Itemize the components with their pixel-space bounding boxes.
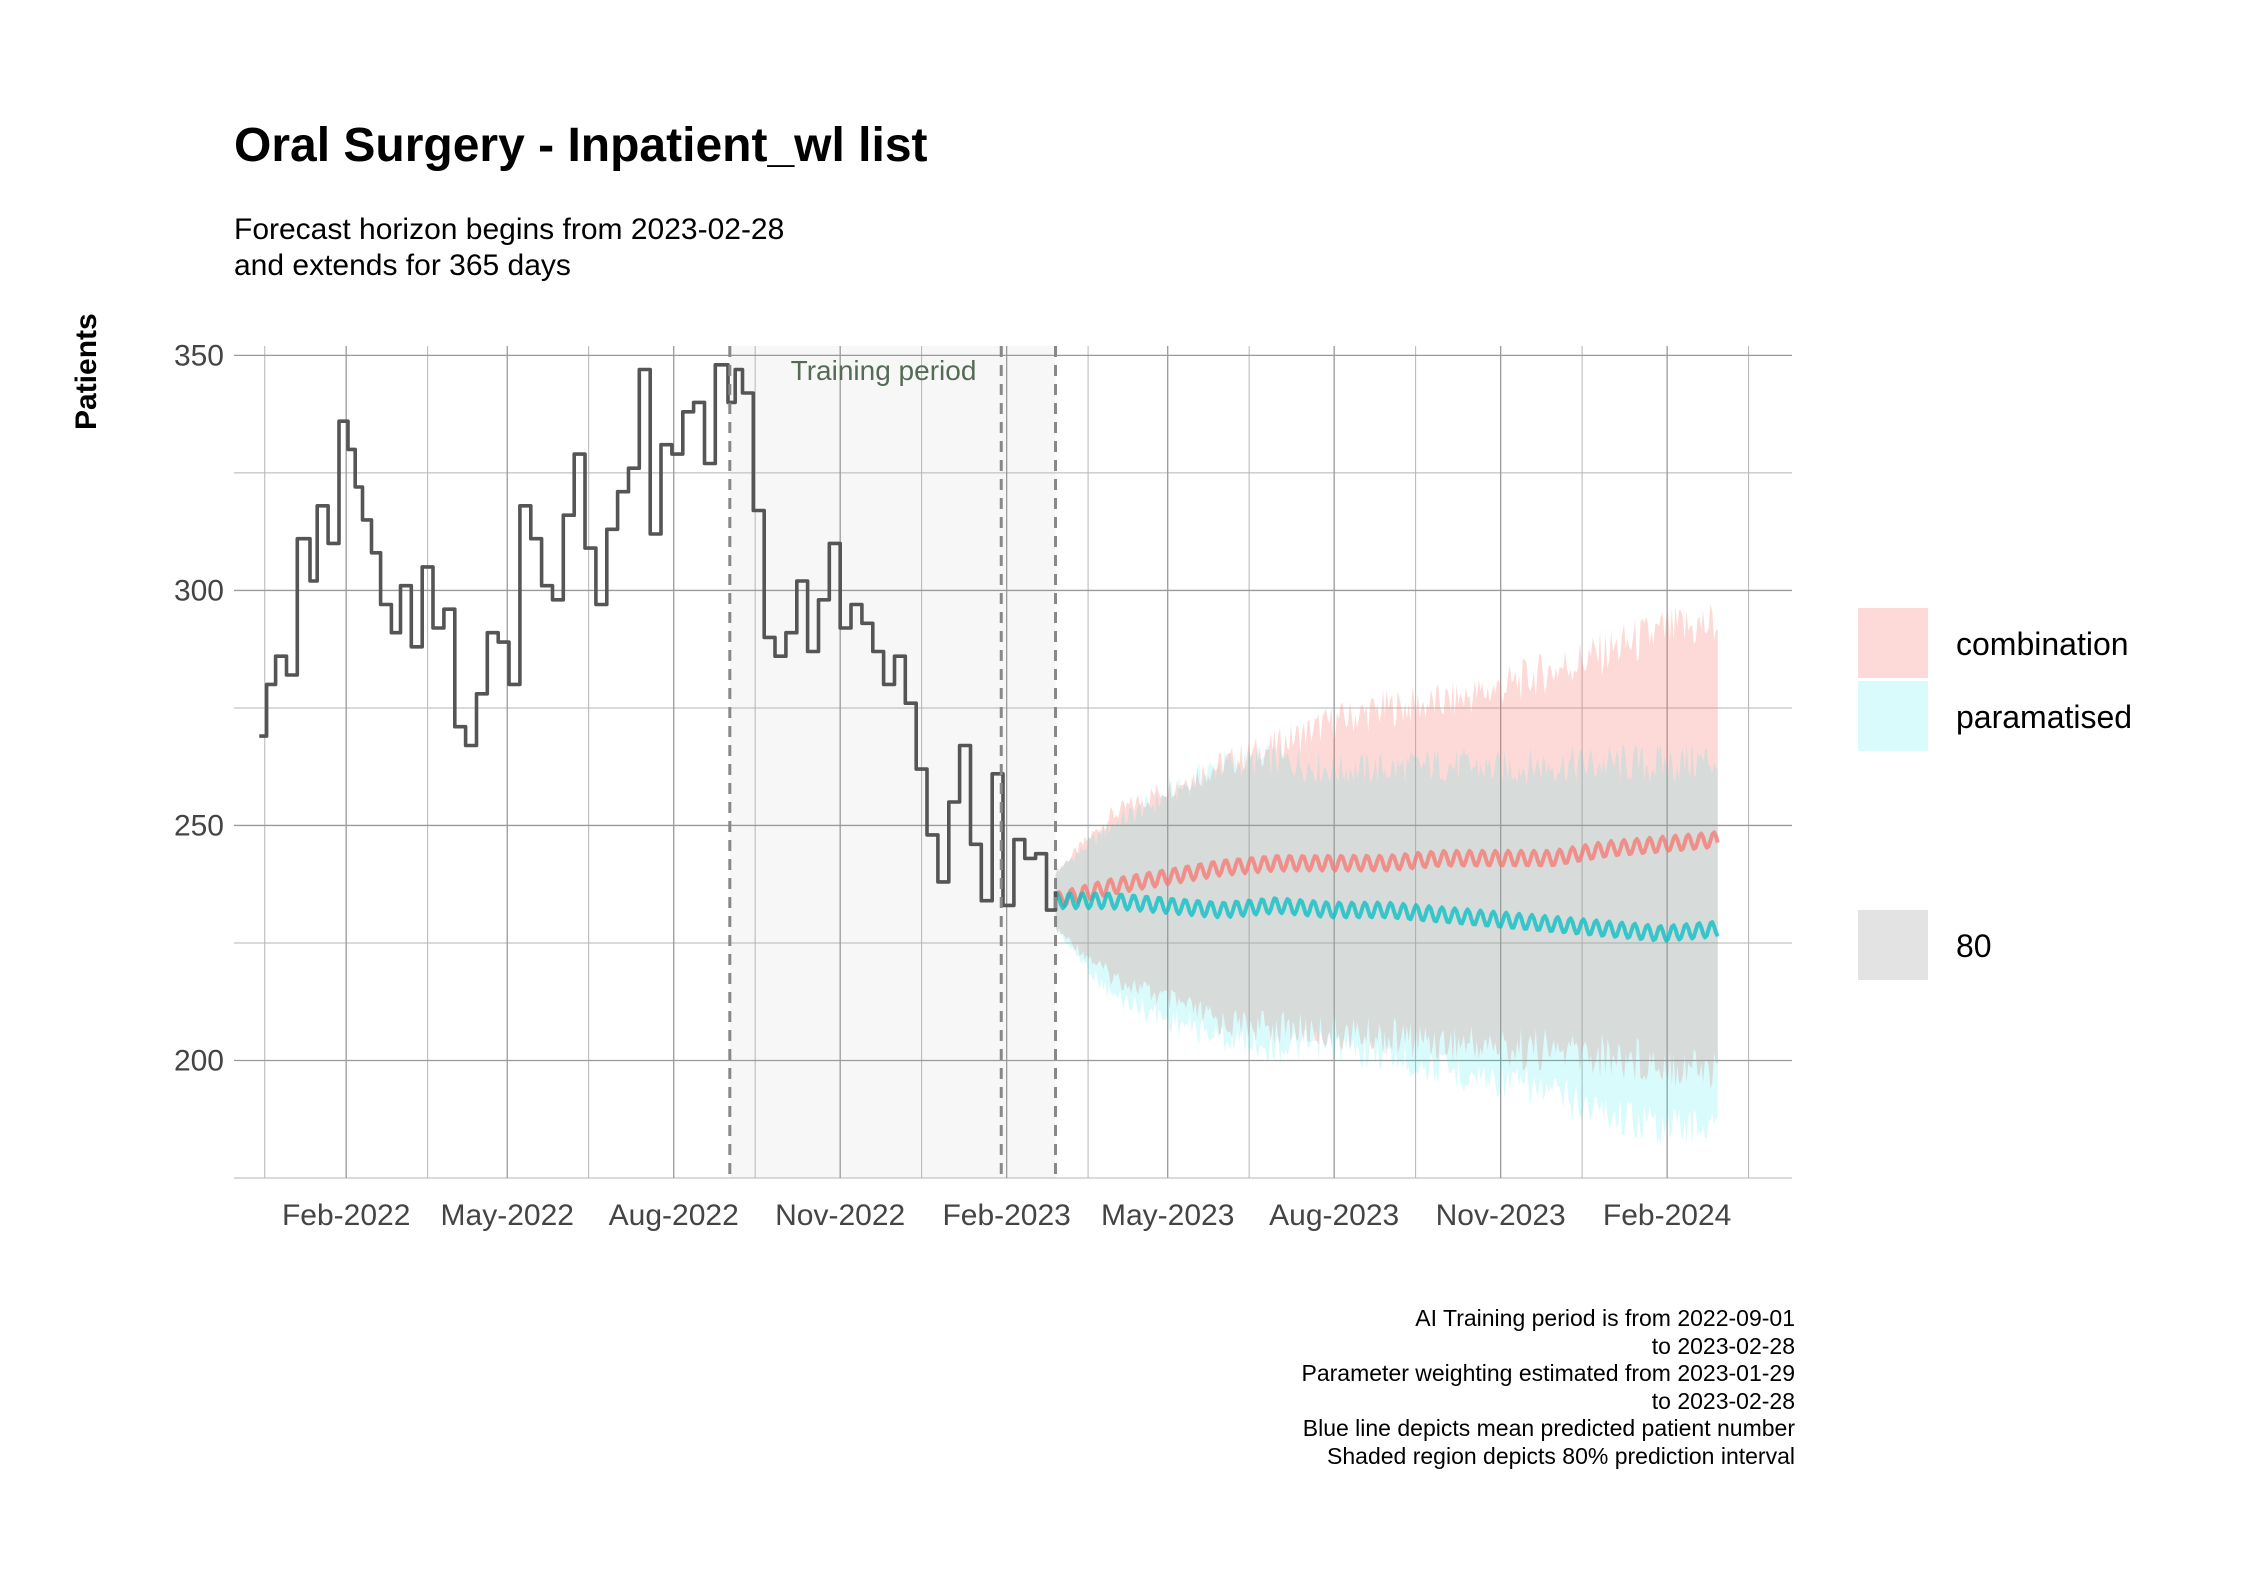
- legend-label: paramatised: [1956, 699, 2133, 735]
- legend-item-combination: combination: [1858, 608, 2258, 678]
- training-period-label: Training period: [791, 355, 977, 386]
- x-tick-label: Feb-2023: [942, 1199, 1070, 1232]
- y-tick-label: 200: [174, 1044, 224, 1077]
- caption-line: to 2023-02-28: [1651, 1387, 1795, 1414]
- chart-title: Oral Surgery - Inpatient_wl list: [234, 119, 928, 172]
- line-paramatised: [1054, 891, 1720, 943]
- prediction-intervals: [1055, 604, 1718, 1148]
- x-tick-label: Feb-2022: [282, 1199, 410, 1232]
- band-paramatised: [1055, 740, 1718, 1148]
- y-tick-label: 300: [174, 574, 224, 607]
- training-markers: [728, 346, 1058, 1178]
- legend-item-interval: 80: [1858, 910, 2258, 980]
- caption-line: to 2023-02-28: [1651, 1332, 1795, 1359]
- y-axis-label: Patients: [70, 313, 103, 430]
- legend-key-interval: [1858, 910, 1928, 980]
- y-tick-label: 250: [174, 809, 224, 842]
- band-combination: [1055, 604, 1718, 1090]
- series-lines: [259, 363, 1720, 943]
- minor-gridlines: [234, 346, 1792, 1179]
- caption-line: Parameter weighting estimated from 2023-…: [1301, 1360, 1795, 1386]
- caption-line: AI Training period is from 2022-09-01: [1415, 1305, 1795, 1331]
- caption-line: Shaded region depicts 80% prediction int…: [1327, 1442, 1795, 1469]
- subtitle-line: Forecast horizon begins from 2023-02-28: [234, 213, 785, 246]
- legend-label: combination: [1956, 626, 2129, 662]
- major-gridlines: [234, 346, 1792, 1178]
- x-tick-label: Feb-2024: [1603, 1199, 1731, 1232]
- x-tick-label: Nov-2022: [775, 1199, 905, 1232]
- legend-key-paramatised: [1858, 681, 1928, 751]
- x-tick-label: May-2023: [1101, 1199, 1234, 1232]
- x-tick-labels: Feb-2022 May-2022 Aug-2022 Nov-2022 Feb-2023…: [282, 1199, 1731, 1232]
- x-tick-label: May-2022: [441, 1199, 574, 1232]
- x-tick-label: Aug-2022: [609, 1199, 739, 1232]
- legend-item-paramatised: paramatised: [1858, 681, 2258, 751]
- caption-line: Blue line depicts mean predicted patient…: [1302, 1415, 1795, 1441]
- x-tick-label: Aug-2023: [1269, 1199, 1399, 1232]
- y-tick-label: 350: [174, 339, 224, 372]
- legend-label: 80: [1956, 928, 1992, 964]
- y-tick-labels: 200 250 300 350: [174, 339, 224, 1077]
- line-combination: [1053, 830, 1720, 908]
- x-tick-label: Nov-2023: [1436, 1199, 1566, 1232]
- line-observed: [259, 363, 1058, 912]
- legend-key-combination: [1858, 608, 1928, 678]
- chart-caption: AI Training period is from 2022-09-01 to…: [1302, 1305, 1795, 1470]
- subtitle-line: and extends for 365 days: [234, 249, 571, 282]
- chart-subtitle: Forecast horizon begins from 2023-02-28 …: [234, 212, 784, 284]
